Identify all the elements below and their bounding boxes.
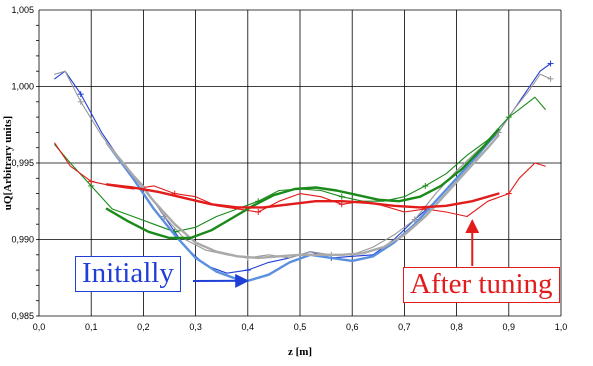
x-tick-label: 0,1 (85, 322, 98, 332)
data-point (411, 216, 418, 223)
data-point (255, 208, 262, 215)
x-tick-label: 0,0 (33, 322, 46, 332)
data-point (77, 98, 84, 105)
x-axis-title: z [m] (288, 346, 312, 358)
x-tick-label: 0,2 (137, 322, 150, 332)
measured-series-1 (54, 70, 552, 259)
data-point (244, 267, 251, 274)
tick-labels: 0,0 0,1 0,2 0,3 0,4 0,5 0,6 0,7 0,8 0,9 1,0 0,985 0,… (11, 5, 567, 332)
series-group (54, 60, 554, 282)
annotation-arrows (192, 219, 480, 288)
data-point (547, 75, 554, 82)
data-point (77, 91, 84, 98)
x-tick-label: 0,5 (294, 322, 307, 332)
callout-initially: Initially (75, 256, 181, 292)
x-tick-label: 0,8 (450, 322, 463, 332)
x-tick-label: 0,6 (346, 322, 359, 332)
fit-curve-7 (105, 183, 500, 209)
y-tick-label: 1,000 (11, 82, 34, 92)
data-point (505, 190, 512, 197)
x-tick-label: 0,3 (189, 322, 202, 332)
measured-series-0 (54, 62, 552, 274)
data-point (338, 193, 345, 200)
data-point (505, 114, 512, 121)
fit-curve-5 (105, 134, 500, 260)
y-tick-label: 1,005 (11, 5, 34, 15)
callout-after-tuning: After tuning (403, 267, 560, 303)
data-point (88, 178, 95, 185)
x-tick-label: 0,4 (242, 322, 255, 332)
data-point (547, 60, 554, 67)
y-tick-label: 0,985 (11, 311, 34, 321)
y-tick-label: 0,995 (11, 158, 34, 168)
x-tick-label: 0,7 (398, 322, 411, 332)
y-tick-label: 0,990 (11, 235, 34, 245)
x-tick-label: 0,9 (503, 322, 516, 332)
fit-curve-6 (105, 128, 500, 240)
data-point (422, 182, 429, 189)
y-axis-title: uQ[Arbitrary units] (2, 116, 14, 210)
measured-series-2 (54, 96, 546, 233)
x-tick-label: 1,0 (555, 322, 568, 332)
